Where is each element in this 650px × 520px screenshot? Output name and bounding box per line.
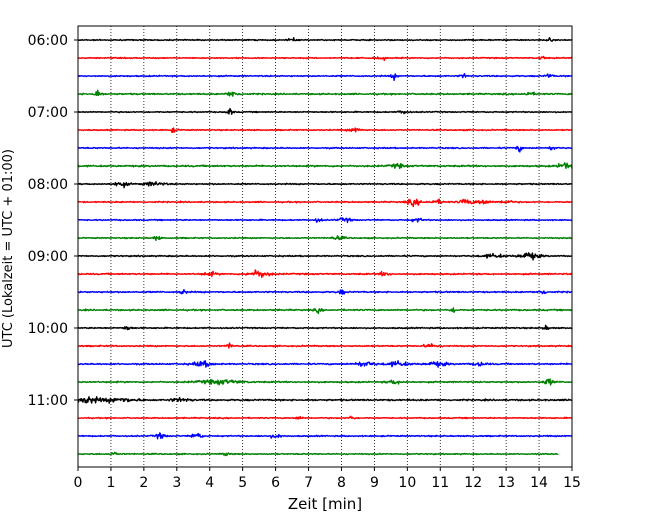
x-tick-label: 5	[238, 475, 247, 491]
x-tick-label: 1	[106, 475, 115, 491]
trace-1015	[77, 342, 573, 349]
trace-0845	[77, 235, 573, 242]
traces	[77, 37, 573, 457]
trace-0600	[77, 37, 573, 42]
trace-1030	[77, 360, 573, 368]
trace-1045	[77, 378, 573, 386]
trace-0945	[77, 307, 573, 315]
trace-0700	[77, 107, 573, 115]
trace-0800	[77, 181, 573, 189]
y-axis: 06:00 07:00 08:00 09:00 10:00 11:00	[28, 33, 78, 409]
x-tick-label: 13	[497, 475, 515, 491]
x-tick-label: 12	[464, 475, 482, 491]
x-tick-label: 2	[139, 475, 148, 491]
x-tick-label: 6	[271, 475, 280, 491]
trace-0645	[77, 89, 573, 97]
x-tick-label: 11	[431, 475, 449, 491]
x-tick-label: 9	[370, 475, 379, 491]
trace-1000	[77, 324, 573, 331]
trace-0715	[77, 127, 573, 133]
x-tick-label: 7	[304, 475, 313, 491]
trace-0630	[77, 72, 573, 82]
trace-0900	[77, 252, 573, 261]
trace-0815	[77, 198, 573, 208]
y-tick-label: 07:00	[28, 105, 68, 121]
plot-frame	[77, 25, 573, 468]
x-tick-label: 10	[398, 475, 416, 491]
trace-0730	[77, 145, 573, 153]
y-tick-label: 10:00	[28, 321, 68, 337]
y-tick-label: 09:00	[28, 249, 68, 265]
y-tick-label: 08:00	[28, 177, 68, 193]
x-tick-label: 14	[530, 475, 548, 491]
x-tick-label: 0	[74, 475, 83, 491]
y-tick-label: 11:00	[28, 393, 68, 409]
trace-1100	[77, 396, 573, 404]
x-tick-label: 8	[337, 475, 346, 491]
x-tick-label: 4	[205, 475, 214, 491]
trace-1130	[77, 432, 573, 440]
y-axis-label: UTC (Lokalzeit = UTC + 01:00)	[1, 149, 16, 348]
trace-0615	[77, 55, 573, 62]
trace-0830	[77, 217, 573, 224]
x-axis: 0 1 2 3 4 5 6 7 8 9 10 11 12 13 14 15	[74, 467, 581, 491]
trace-1145	[77, 451, 559, 457]
x-axis-label: Zeit [min]	[288, 495, 362, 513]
x-tick-label: 3	[172, 475, 181, 491]
trace-1115	[77, 415, 573, 420]
y-tick-label: 06:00	[28, 33, 68, 49]
trace-0745	[77, 162, 573, 170]
x-tick-label: 15	[563, 475, 581, 491]
trace-0915	[77, 269, 573, 279]
trace-0930	[77, 288, 573, 295]
